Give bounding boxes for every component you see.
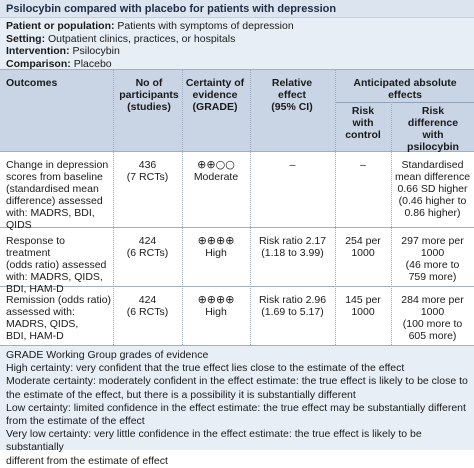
header-outcomes: Outcomes: [6, 77, 58, 89]
outcome-cell: Remission (odds ratio) assessed with: MADR…: [6, 294, 112, 342]
footer-line: High certainty: very confident that the …: [6, 362, 405, 375]
risk-difference-cell: 297 more per 1000 (46 more to 759 more): [401, 235, 464, 283]
relative-cell: Risk ratio 2.17 (1.18 to 3.99): [258, 235, 327, 259]
risk-control-cell: –: [360, 159, 366, 171]
table-row: Remission (odds ratio) assessed with: MADR…: [0, 287, 474, 346]
footer-line: from the estimate of the effect: [6, 415, 145, 428]
setting-row: Setting: Outpatient clinics, practices, …: [6, 32, 236, 45]
table-row: Response to treatment (odds ratio) assess…: [0, 228, 474, 295]
header-participants: No of participants (studies): [119, 77, 179, 113]
header-risk-control: Risk with control: [345, 105, 381, 141]
header-subrule: [335, 102, 474, 103]
col-divider-4: [335, 70, 336, 345]
risk-control-cell: 145 per 1000: [345, 294, 381, 318]
table-row: Change in depression scores from baseline…: [0, 152, 474, 231]
footer-line: Very low certainty: very little confiden…: [6, 428, 422, 454]
outcome-cell: Response to treatment (odds ratio) assess…: [6, 235, 107, 295]
header-certainty: Certainty of evidence (GRADE): [185, 77, 245, 113]
header-risk-difference: Risk difference with psilocybin: [407, 105, 459, 153]
outcome-cell: Change in depression scores from baseline…: [6, 159, 109, 231]
certainty-cell: ⊕⊕⊕⊕ High: [182, 234, 250, 260]
footer-line: the estimate of the effect, but there is…: [6, 388, 356, 401]
col-divider-2: [182, 70, 183, 345]
evidence-table: Outcomes No of participants (studies) Cert…: [0, 69, 474, 345]
comparison-row: Comparison: Placebo: [6, 57, 112, 70]
participants-cell: 424 (6 RCTs): [126, 235, 169, 259]
col-divider-5: [391, 102, 392, 345]
header-anticipated: Anticipated absolute effects: [353, 77, 457, 101]
grade-high-icon: ⊕⊕⊕⊕: [197, 234, 235, 247]
grade-moderate-icon: ⊕⊕○○: [197, 158, 235, 171]
participants-cell: 436 (7 RCTs): [126, 159, 169, 183]
footer-line: Moderate certainty: moderately confident…: [6, 375, 468, 388]
col-divider-1: [113, 70, 114, 345]
footer-line: different from the estimate of effect: [6, 454, 168, 467]
table-title: Psilocybin compared with placebo for pat…: [0, 0, 474, 17]
risk-difference-cell: 284 more per 1000 (100 more to 605 more): [401, 294, 464, 342]
risk-difference-cell: Standardised mean difference 0.66 SD highe…: [394, 159, 471, 219]
certainty-cell: ⊕⊕○○ Moderate: [182, 158, 250, 184]
grade-footnote: GRADE Working Group grades of evidence H…: [0, 345, 474, 467]
summary-meta: Patient or population: Patients with sym…: [0, 17, 474, 70]
table-header: Outcomes No of participants (studies) Cert…: [0, 70, 474, 153]
relative-cell: Risk ratio 2.96 (1.69 to 5.17): [258, 294, 327, 318]
risk-control-cell: 254 per 1000: [345, 235, 381, 259]
intervention-row: Intervention: Psilocybin: [6, 45, 120, 57]
relative-cell: –: [289, 159, 296, 171]
population-row: Patient or population: Patients with sym…: [6, 20, 294, 32]
col-divider-3: [250, 70, 251, 345]
grade-high-icon: ⊕⊕⊕⊕: [197, 293, 235, 306]
participants-cell: 424 (6 RCTs): [126, 294, 169, 318]
footer-line: GRADE Working Group grades of evidence: [6, 349, 209, 361]
header-relative: Relative effect (95% CI): [271, 77, 313, 113]
certainty-cell: ⊕⊕⊕⊕ High: [182, 293, 250, 319]
footer-line: Low certainty: limited confidence in the…: [6, 401, 466, 414]
